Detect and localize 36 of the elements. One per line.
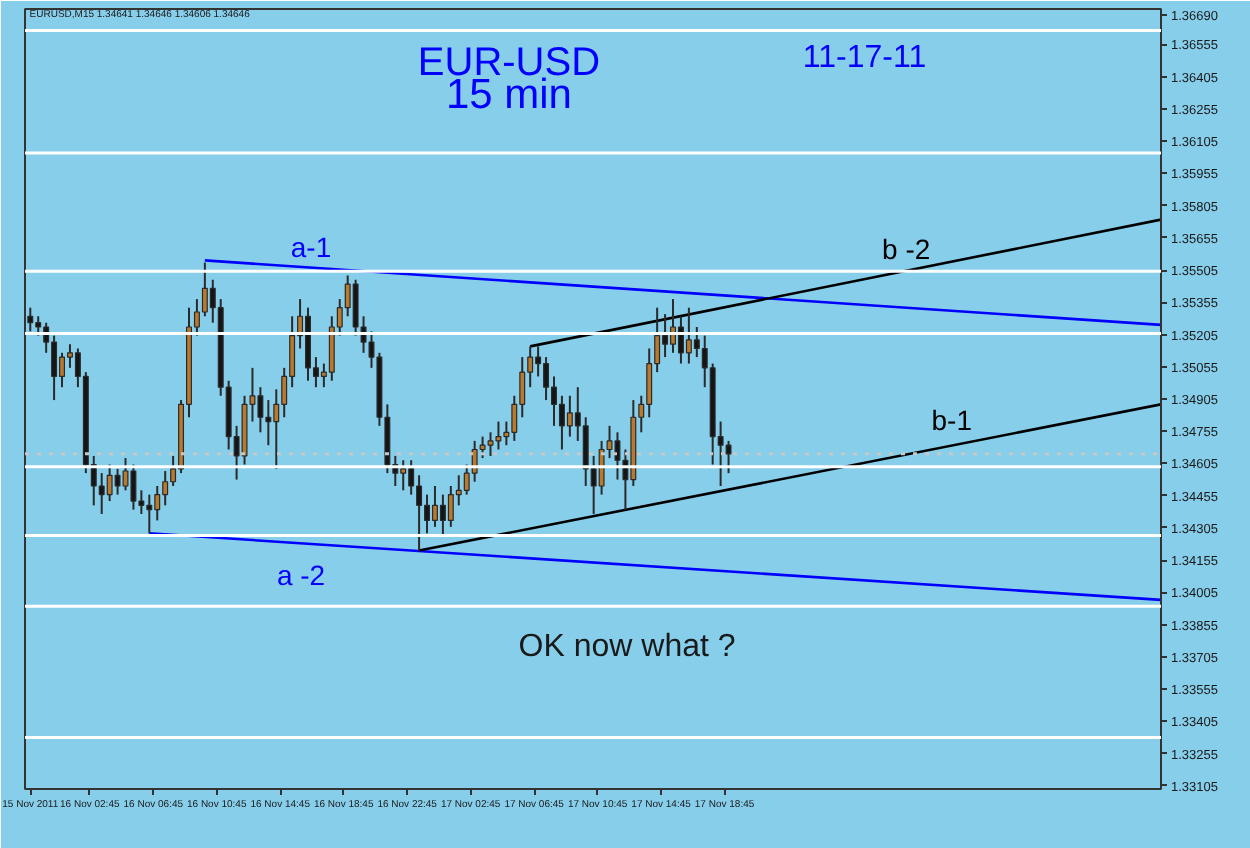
candlestick	[677, 315, 684, 365]
annotation: 11-17-11	[802, 41, 927, 76]
candlestick	[439, 493, 446, 537]
candlestick	[725, 439, 732, 475]
candlestick	[66, 343, 73, 369]
candlestick	[35, 315, 42, 337]
candlestick	[543, 356, 550, 402]
candlestick	[495, 420, 502, 451]
candlestick	[257, 386, 264, 434]
candlestick	[114, 467, 121, 496]
candlestick	[98, 472, 105, 515]
candlestick	[566, 394, 573, 438]
candlestick	[558, 394, 565, 451]
candlestick	[51, 334, 58, 402]
series-label: b-1	[931, 403, 973, 436]
candlestick	[431, 485, 438, 528]
series-label: b -2	[882, 232, 931, 265]
annotation: OK now what ?	[518, 630, 736, 665]
candlestick	[685, 306, 692, 365]
series-label: a-1	[290, 230, 332, 263]
candlestick	[130, 463, 137, 511]
candlestick	[265, 399, 272, 447]
candlestick	[447, 485, 454, 528]
candlestick	[146, 493, 153, 535]
candlestick	[106, 463, 113, 503]
series-label: a -2	[276, 559, 326, 592]
candlestick	[162, 469, 169, 507]
candlestick	[352, 278, 359, 337]
candlestick	[662, 313, 669, 359]
candlestick	[328, 315, 335, 382]
candlestick	[582, 416, 589, 488]
candlestick	[416, 474, 423, 552]
candlestick	[154, 485, 161, 522]
candlestick	[424, 493, 431, 535]
candlestick	[400, 459, 407, 492]
candlestick	[614, 431, 621, 481]
